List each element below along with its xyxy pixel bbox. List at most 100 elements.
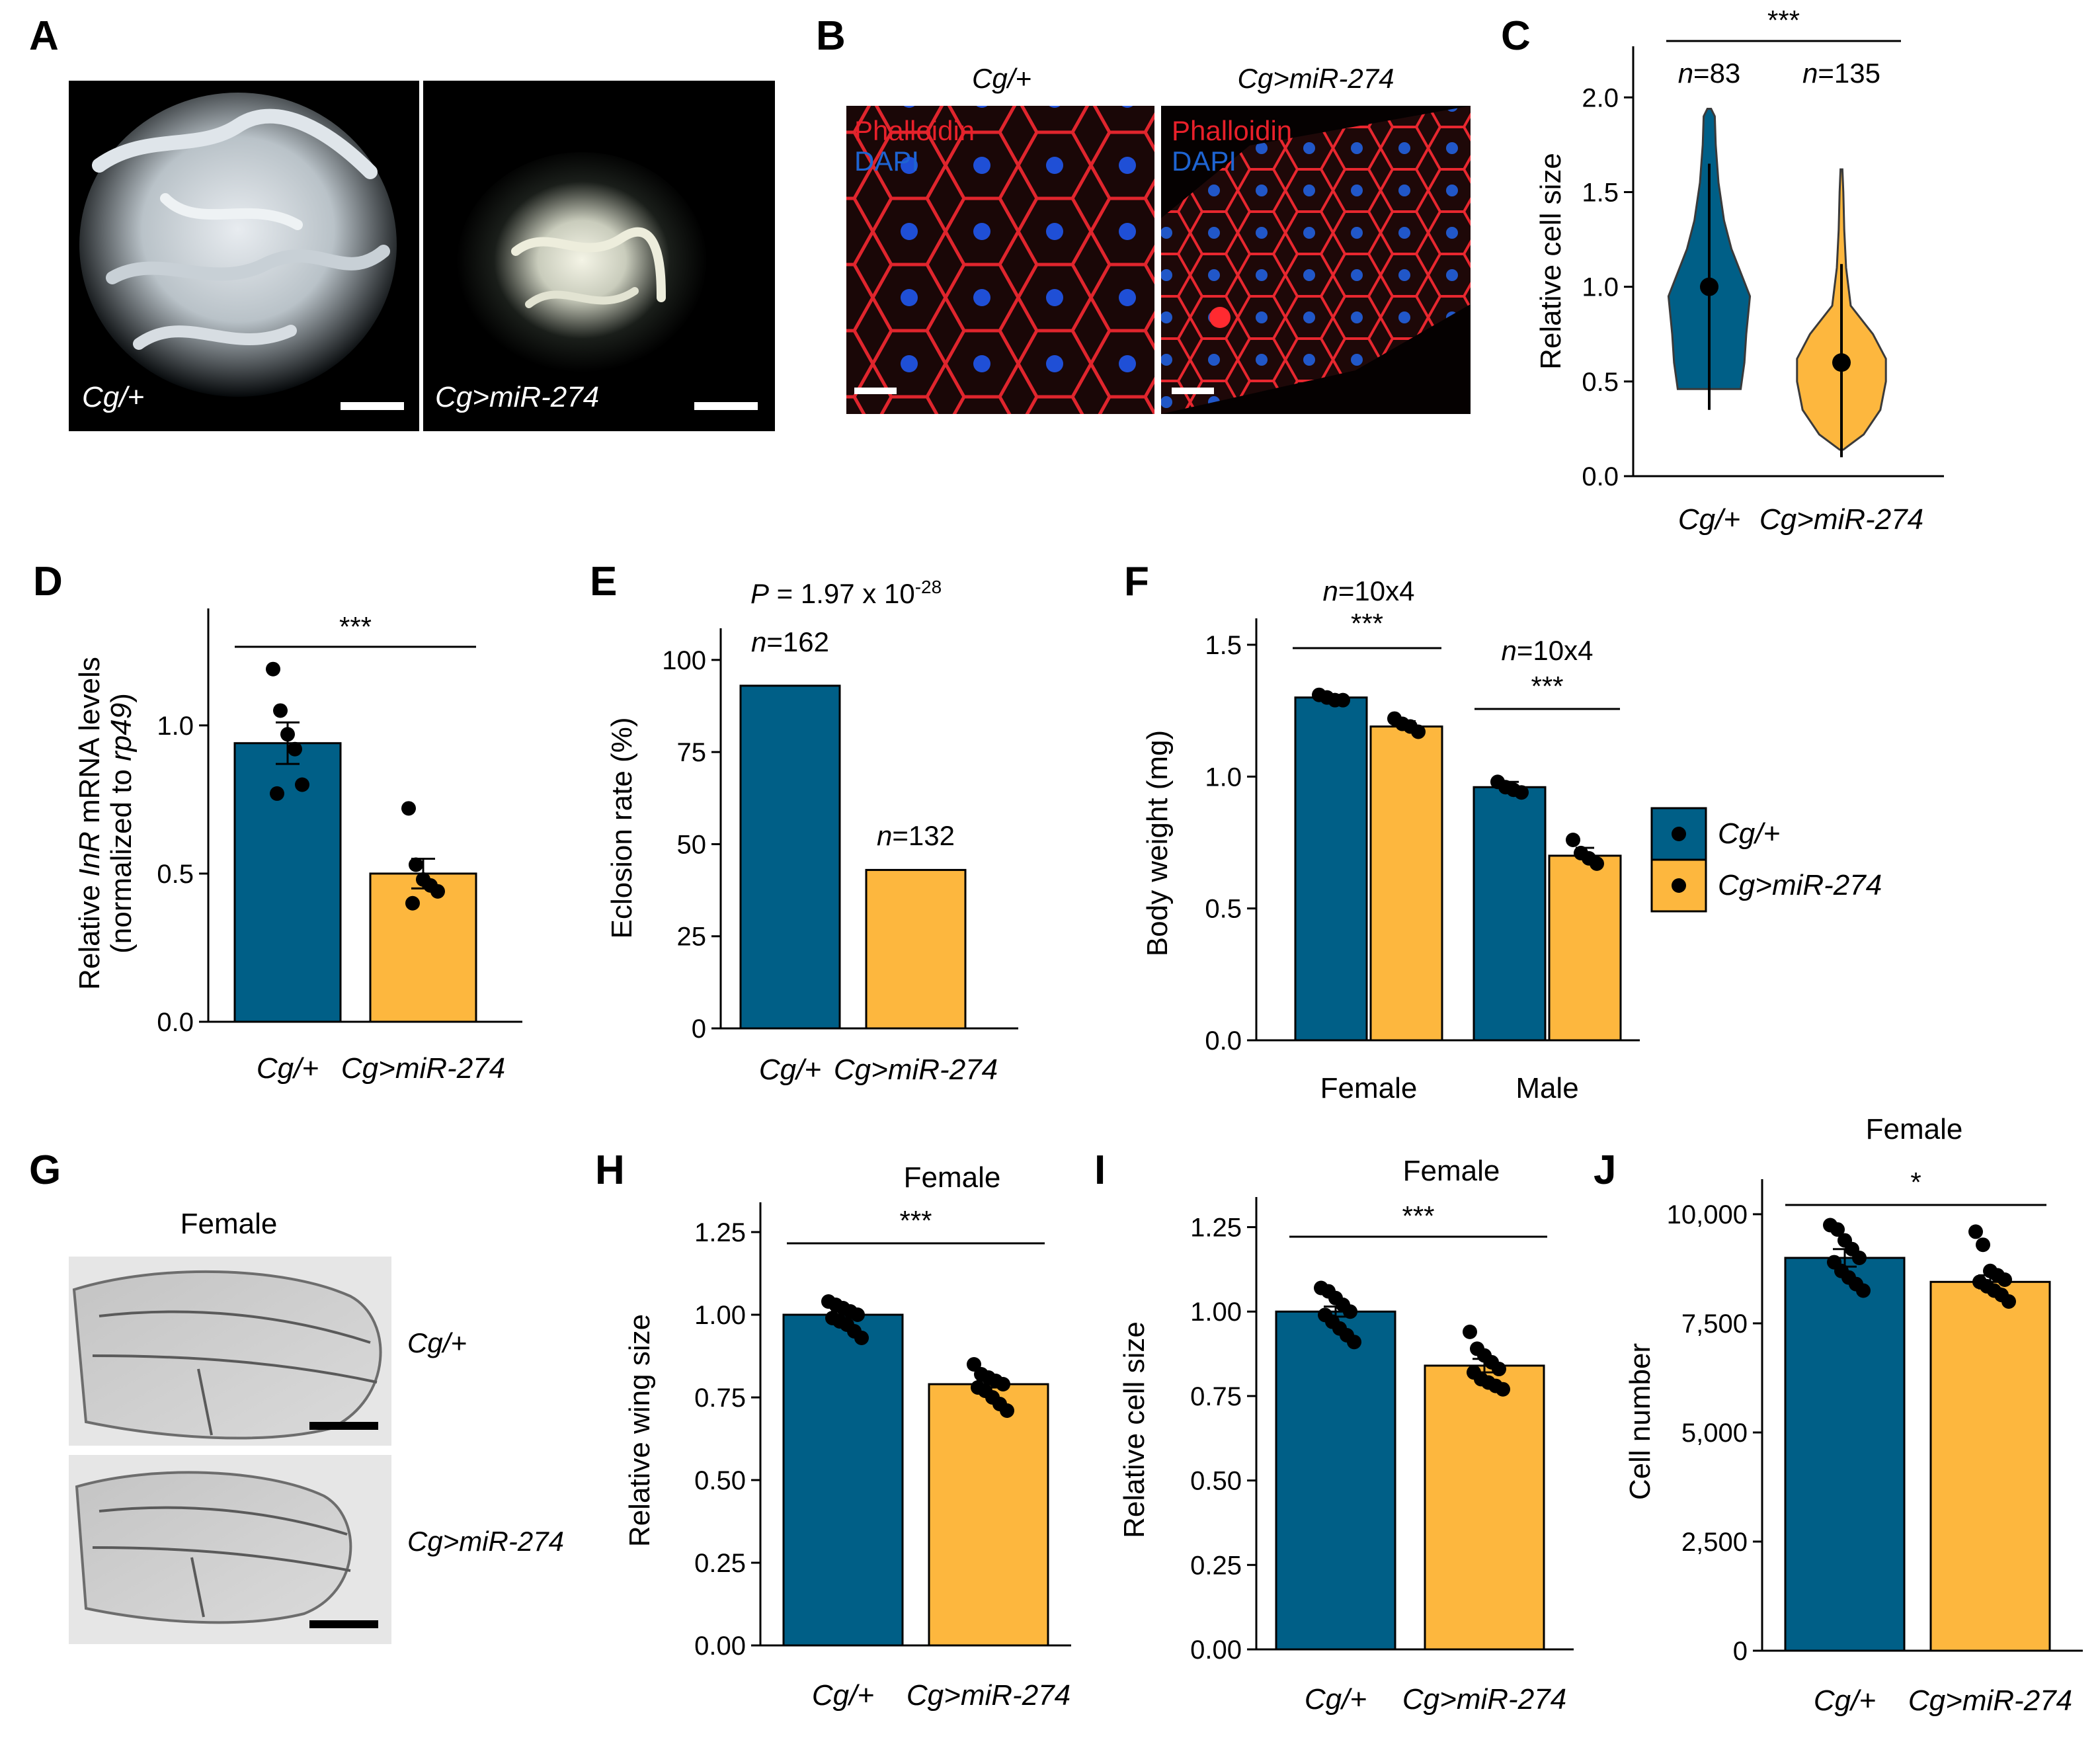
data-point (1000, 1403, 1014, 1418)
data-point (273, 703, 288, 718)
data-point (1336, 692, 1350, 708)
p-value-exponent: -28 (915, 577, 942, 597)
y-axis-label: Body weight (mg) (1141, 730, 1174, 956)
bar (1424, 1364, 1545, 1651)
panel-a-caption-mir274: Cg>miR-274 (435, 381, 599, 413)
x-tick-label: Cg>miR-274 (1402, 1683, 1566, 1716)
y-tick-label: 1.00 (1190, 1298, 1242, 1327)
y-tick-label: 0.75 (694, 1384, 746, 1413)
n-symbol: n (1323, 575, 1338, 606)
data-point (1347, 1335, 1361, 1350)
y-tick-label: 1.00 (694, 1301, 746, 1330)
x-tick-label: Cg/+ (759, 1054, 821, 1086)
data-point (1463, 1324, 1477, 1339)
y-tick-label: 10,000 (1667, 1200, 1748, 1229)
y-tick-label: 0.00 (1190, 1635, 1242, 1665)
y-tick-label: 0.50 (694, 1466, 746, 1495)
y-tick-label: 0 (1733, 1637, 1748, 1666)
y-axis-label: Relative cell size (1535, 153, 1567, 370)
panel-c-label: C (1501, 13, 1531, 59)
stain-label-phalloidin: Phalloidin (1172, 115, 1292, 146)
data-point (850, 1307, 865, 1322)
x-tick-label: Cg>miR-274 (1908, 1684, 2072, 1717)
panel-a-label: A (29, 13, 59, 59)
significance-label: *** (899, 1205, 932, 1236)
data-point (1852, 1251, 1867, 1265)
y-tick-label: 2.0 (1582, 83, 1619, 112)
n-label: n=162 (751, 626, 829, 657)
scale-bar (1172, 388, 1214, 394)
panel-g-caption-control: Cg/+ (407, 1327, 467, 1358)
panel-a-micrographs (69, 81, 775, 431)
x-tick-label: Cg>miR-274 (907, 1679, 1070, 1712)
legend-point (1672, 878, 1686, 893)
y-axis-label-part: rp49 (105, 703, 138, 761)
scale-bar (854, 388, 897, 394)
y-tick-label: 0.0 (1582, 462, 1619, 491)
y-axis-label-part: InR (73, 831, 106, 876)
data-point (996, 1377, 1010, 1391)
y-tick-label: 1.25 (694, 1218, 746, 1247)
bar (1548, 854, 1622, 1042)
y-tick-label: 2,500 (1681, 1528, 1748, 1557)
data-point (430, 884, 445, 899)
significance-label: *** (1402, 1200, 1434, 1231)
n-label: n=132 (877, 820, 955, 851)
bar (739, 684, 841, 1030)
x-tick-label: Cg/+ (257, 1052, 319, 1085)
chart-title: Female (904, 1161, 1001, 1194)
y-axis-label: Relative wing size (624, 1314, 656, 1547)
stain-label-dapi: DAPI (1172, 145, 1236, 177)
significance-label: *** (1351, 608, 1383, 639)
y-tick-label: 0 (692, 1014, 706, 1044)
panel-g-wing-images (69, 1257, 391, 1644)
bar (1784, 1257, 1906, 1652)
bar (1294, 696, 1368, 1042)
data-point (1343, 1304, 1357, 1319)
data-point (1492, 1362, 1506, 1377)
data-point (295, 777, 309, 792)
n-label: n=83 (1678, 58, 1741, 89)
data-point (1976, 1237, 1990, 1253)
n-label: n=10x4 (1502, 635, 1594, 666)
y-axis-label-part: ) (105, 693, 138, 703)
data-point (1968, 1224, 1983, 1239)
significance-label: *** (1531, 671, 1563, 702)
data-point (1514, 785, 1529, 800)
legend-label: Cg>miR-274 (1718, 869, 1882, 901)
y-tick-label: 1.0 (1205, 763, 1242, 792)
y-axis-label: Relative InR mRNA levels (73, 657, 106, 990)
y-axis-label-part: (normalized to (105, 761, 138, 954)
data-point (1411, 724, 1426, 739)
panel-b-micrographs (846, 106, 1471, 414)
y-tick-label: 0.0 (157, 1008, 194, 1037)
panel-d-label: D (33, 559, 63, 604)
y-tick-label: 0.5 (1205, 895, 1242, 924)
y-tick-label: 0.0 (1205, 1026, 1242, 1055)
panel-a-caption-control: Cg/+ (82, 381, 144, 413)
scale-bar (694, 402, 758, 410)
chart-i-bar: 0.00 0.25 0.50 0.75 1.00 1.25 Relative cell si… (1118, 1155, 1574, 1716)
x-tick-label: Female (1320, 1072, 1418, 1104)
n-value: =162 (766, 626, 829, 657)
violin-median-point (1700, 277, 1718, 296)
bar (1473, 786, 1547, 1042)
bar (928, 1383, 1049, 1647)
panel-b-title-mir274: Cg>miR-274 (1238, 63, 1394, 94)
data-point (1566, 832, 1580, 847)
panel-h-label: H (595, 1147, 625, 1193)
n-symbol: n (1802, 58, 1818, 89)
y-tick-label: 0.25 (1190, 1551, 1242, 1580)
n-label: n=135 (1802, 58, 1880, 89)
stain-label-dapi: DAPI (854, 145, 919, 177)
n-symbol: n (751, 626, 766, 657)
data-point (1998, 1272, 2012, 1287)
legend-label: Cg/+ (1718, 817, 1780, 850)
y-tick-label: 25 (677, 923, 707, 952)
y-axis-label: Cell number (1624, 1343, 1656, 1500)
y-tick-label: 1.5 (1205, 631, 1242, 660)
data-point (1830, 1222, 1845, 1237)
data-point (409, 857, 423, 872)
x-tick-label: Cg/+ (812, 1679, 874, 1712)
